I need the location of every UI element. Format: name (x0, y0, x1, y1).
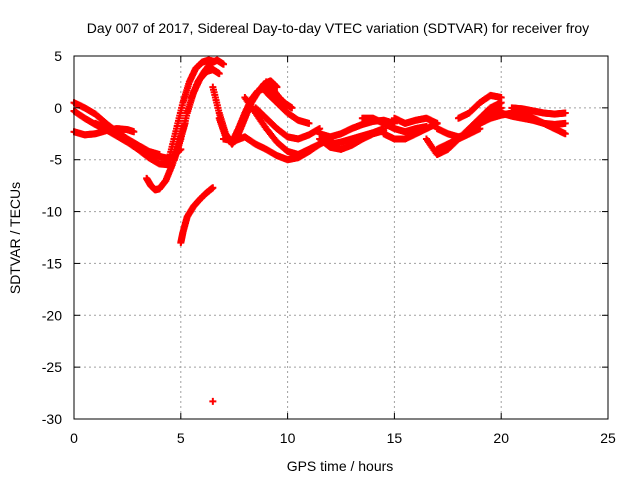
series-arc-30 (209, 397, 217, 405)
chart-title: Day 007 of 2017, Sidereal Day-to-day VTE… (87, 20, 589, 36)
x-axis-label: GPS time / hours (287, 458, 394, 474)
data-point (130, 128, 138, 136)
y-tick-label: -30 (42, 411, 62, 427)
series-arc-09 (177, 184, 217, 247)
series-arc-26 (454, 91, 505, 122)
axis-ticks: 0 5 10 15 20 25 5 0 -5 -10 -15 -20 -25 -30 (42, 48, 616, 446)
series-arc-22 (390, 114, 441, 127)
series-arc-25 (433, 125, 484, 141)
data-point (209, 397, 217, 405)
x-tick-label: 10 (280, 430, 296, 446)
data-point (497, 93, 505, 101)
y-tick-label: 5 (54, 48, 62, 64)
series-arc-28 (497, 109, 569, 128)
data-point (561, 119, 569, 127)
data-point (288, 104, 296, 112)
x-tick-label: 15 (387, 430, 403, 446)
data-point (561, 130, 569, 138)
series-arc-29 (508, 104, 569, 118)
y-tick-label: -5 (50, 152, 63, 168)
x-tick-label: 5 (177, 430, 185, 446)
data-point (305, 119, 313, 127)
y-tick-label: -25 (42, 359, 62, 375)
y-tick-label: -15 (42, 255, 62, 271)
x-tick-label: 20 (493, 430, 509, 446)
data-point (561, 109, 569, 117)
data-point (209, 184, 217, 192)
series-arc-08 (187, 56, 228, 101)
y-tick-label: -20 (42, 307, 62, 323)
data-point (215, 70, 223, 78)
series-arc-15 (262, 88, 313, 127)
x-tick-label: 0 (70, 430, 78, 446)
series-arc-20 (358, 114, 430, 136)
y-tick-label: -10 (42, 204, 62, 220)
data-point (220, 60, 228, 68)
y-axis-label: SDTVAR / TECUs (7, 182, 23, 294)
series-arc-19 (326, 125, 388, 148)
x-tick-label: 25 (600, 430, 616, 446)
series-arc-16 (262, 78, 296, 112)
data-points (70, 56, 569, 405)
plot-frame (73, 55, 609, 420)
y-tick-label: 0 (54, 100, 62, 116)
